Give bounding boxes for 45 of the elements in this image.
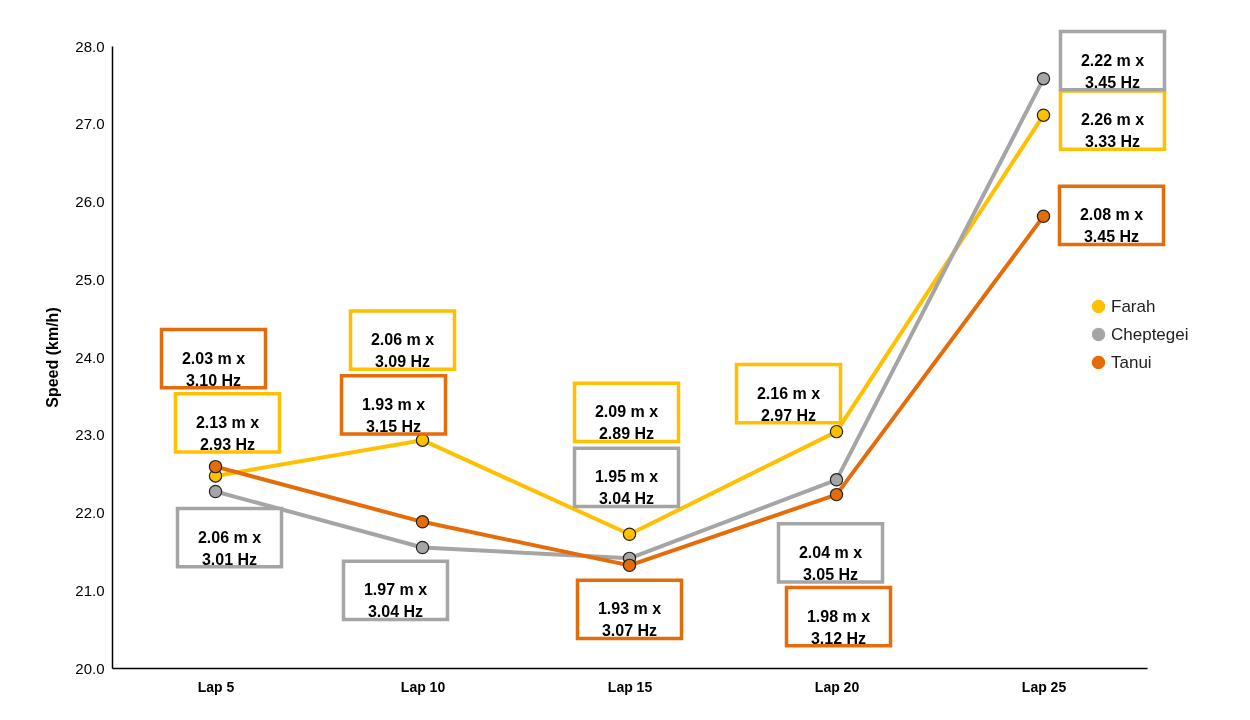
annotation: 1.95 m x 3.04 Hz	[594, 468, 659, 508]
annotation: 1.93 m x 3.07 Hz	[597, 600, 662, 640]
annotation: 1.97 m x 3.04 Hz	[363, 581, 428, 621]
annotation: 2.08 m x 3.45 Hz	[1079, 206, 1144, 246]
point	[1036, 108, 1051, 122]
y-tick-label: 26.0	[75, 193, 105, 210]
annotation: 2.16 m x 2.97 Hz	[756, 384, 821, 424]
point	[829, 473, 844, 487]
point	[622, 527, 637, 541]
point	[208, 459, 223, 474]
x-tick-label: Lap 15	[607, 678, 653, 695]
point	[829, 424, 844, 439]
point	[1036, 71, 1051, 86]
annotation: 2.03 m x 3.10 Hz	[181, 349, 246, 389]
annotation: 2.22 m x 3.45 Hz	[1080, 51, 1145, 91]
legend-label: Farah	[1111, 296, 1156, 316]
annotation: 2.04 m x 3.05 Hz	[798, 543, 863, 583]
x-tick-label: Lap 20	[814, 678, 860, 695]
point	[208, 484, 223, 499]
y-tick-label: 27.0	[75, 115, 105, 133]
y-tick-label: 24.0	[75, 348, 105, 366]
y-tick-label: 23.0	[75, 426, 105, 444]
point	[415, 540, 430, 555]
y-tick-label: 25.0	[75, 270, 105, 288]
point	[415, 515, 430, 529]
annotation: 2.09 m x 2.89 Hz	[594, 403, 659, 443]
annotation: 2.26 m x 3.33 Hz	[1080, 111, 1145, 151]
y-tick-label: 22.0	[75, 504, 105, 521]
point	[829, 487, 844, 502]
x-tick-label: Lap 25	[1021, 678, 1067, 695]
y-axis-title: Speed (km/h)	[44, 307, 62, 408]
annotation: 2.06 m x 3.01 Hz	[197, 528, 262, 568]
annotation: 2.13 m x 2.93 Hz	[195, 413, 260, 453]
x-tick-label: Lap 5	[197, 678, 235, 695]
x-tick-label: Lap 10	[400, 678, 446, 695]
annotation: 1.98 m x 3.12 Hz	[806, 607, 871, 647]
annotation: 2.06 m x 3.09 Hz	[370, 331, 435, 371]
point	[1036, 209, 1051, 223]
annotation: 1.93 m x 3.15 Hz	[361, 395, 426, 435]
y-tick-label: 28.0	[75, 37, 105, 55]
legend-label: Tanui	[1111, 352, 1152, 372]
y-tick-label: 21.0	[75, 581, 105, 599]
legend-label: Cheptegei	[1111, 324, 1189, 344]
y-tick-label: 20.0	[75, 659, 105, 677]
point	[622, 558, 637, 573]
